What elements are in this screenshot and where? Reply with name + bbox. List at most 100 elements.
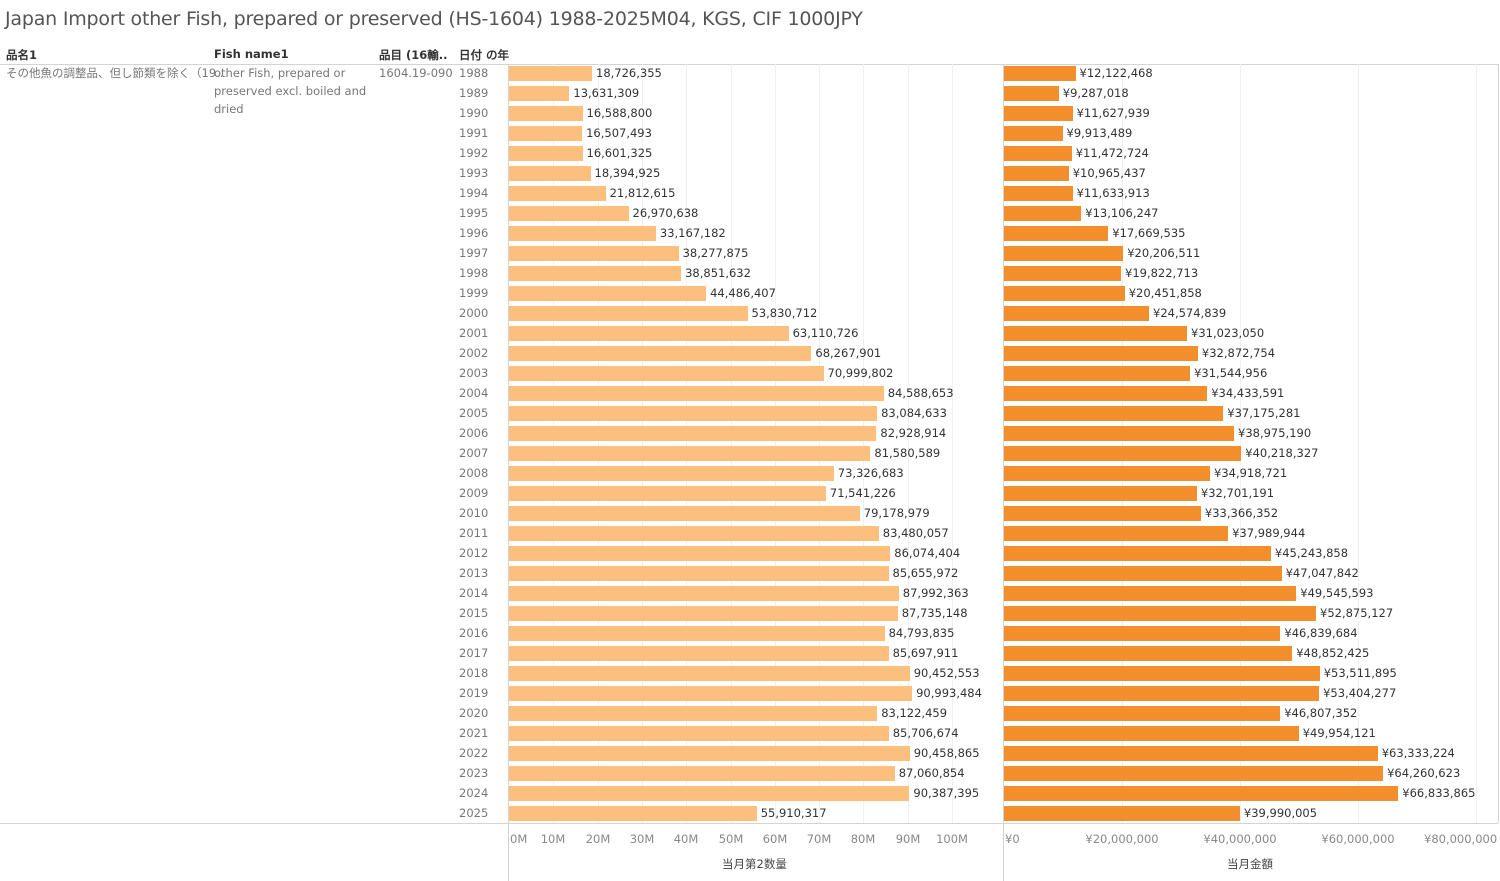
year-label: 2009 <box>459 486 489 500</box>
bar-value <box>1004 626 1281 641</box>
year-label: 2008 <box>459 466 489 480</box>
data-label-value: ¥52,875,127 <box>1320 606 1394 620</box>
year-label: 2002 <box>459 346 489 360</box>
bar-value <box>1004 806 1240 821</box>
data-label-quantity: 13,631,309 <box>573 86 640 100</box>
data-label-quantity: 16,507,493 <box>586 126 652 140</box>
bar-value <box>1004 566 1282 581</box>
year-label: 2021 <box>459 726 489 740</box>
data-label-quantity: 16,601,325 <box>586 146 653 160</box>
year-label: 1998 <box>459 266 489 280</box>
header-hs-code[interactable]: 品目 (16輸.. <box>379 48 448 62</box>
data-label-quantity: 79,178,979 <box>863 506 930 520</box>
bar-quantity <box>509 746 910 761</box>
bar-quantity <box>509 466 834 481</box>
bar-value <box>1004 506 1201 521</box>
data-label-quantity: 71,541,226 <box>829 486 896 500</box>
data-label-value: ¥66,833,865 <box>1402 786 1476 800</box>
data-label-value: ¥20,206,511 <box>1127 246 1201 260</box>
data-label-value: ¥11,633,913 <box>1076 186 1150 200</box>
bar-quantity <box>509 366 824 381</box>
bar-quantity <box>509 706 878 721</box>
bar-quantity <box>509 626 885 641</box>
bar-value <box>1004 206 1082 221</box>
bar-quantity <box>509 606 898 621</box>
x-tick-label: 0M <box>510 832 528 846</box>
gridline <box>553 64 554 823</box>
year-label: 1989 <box>459 86 489 100</box>
x-tick-label: 60M <box>762 832 788 846</box>
data-label-value: ¥12,122,468 <box>1079 66 1153 80</box>
bar-value <box>1004 546 1271 561</box>
year-label: 1990 <box>459 106 489 120</box>
year-label: 1992 <box>459 146 489 160</box>
bar-quantity <box>509 446 871 461</box>
data-label-quantity: 85,697,911 <box>892 646 959 660</box>
data-label-value: ¥63,333,224 <box>1381 746 1455 760</box>
data-label-value: ¥37,175,281 <box>1227 406 1301 420</box>
data-label-quantity: 16,588,800 <box>586 106 653 120</box>
bar-quantity <box>509 306 748 321</box>
gridline <box>1476 64 1477 823</box>
bar-quantity <box>509 246 679 261</box>
bar-quantity <box>509 646 889 661</box>
gridline <box>598 64 599 823</box>
bar-value <box>1004 86 1059 101</box>
year-label: 2005 <box>459 406 489 420</box>
x-tick-label: ¥20,000,000 <box>1085 832 1159 846</box>
data-label-quantity: 70,999,802 <box>827 366 894 380</box>
year-label: 2024 <box>459 786 489 800</box>
year-label: 1999 <box>459 286 489 300</box>
data-label-quantity: 38,277,875 <box>682 246 749 260</box>
bar-quantity <box>509 106 583 121</box>
axis-divider <box>0 823 1498 824</box>
data-label-quantity: 55,910,317 <box>760 806 827 820</box>
bar-value <box>1004 146 1072 161</box>
bar-value <box>1004 686 1320 701</box>
bar-value <box>1004 126 1063 141</box>
data-label-quantity: 68,267,901 <box>815 346 882 360</box>
gridline <box>1122 64 1123 823</box>
pane-divider-right <box>1498 64 1499 823</box>
header-fish-name[interactable]: Fish name1 <box>214 47 289 61</box>
bar-quantity <box>509 426 877 441</box>
year-label: 2003 <box>459 366 489 380</box>
gridline <box>1358 64 1359 823</box>
data-label-quantity: 83,122,459 <box>881 706 948 720</box>
bar-quantity <box>509 186 606 201</box>
data-label-value: ¥46,839,684 <box>1284 626 1358 640</box>
pane-divider-left <box>508 64 509 881</box>
data-label-value: ¥48,852,425 <box>1296 646 1370 660</box>
data-label-value: ¥46,807,352 <box>1284 706 1358 720</box>
gridline <box>775 64 776 823</box>
year-label: 2023 <box>459 766 489 780</box>
bar-value <box>1004 746 1378 761</box>
header-name-jp[interactable]: 品名1 <box>6 48 38 62</box>
data-label-value: ¥11,472,724 <box>1075 146 1149 160</box>
bar-value <box>1004 346 1198 361</box>
data-label-quantity: 33,167,182 <box>659 226 726 240</box>
year-label: 2018 <box>459 666 489 680</box>
year-label: 2016 <box>459 626 489 640</box>
year-label: 1995 <box>459 206 489 220</box>
x-tick-label: 20M <box>585 832 611 846</box>
bar-quantity <box>509 486 826 501</box>
year-label: 2012 <box>459 546 489 560</box>
bar-value <box>1004 446 1242 461</box>
data-label-value: ¥39,990,005 <box>1243 806 1318 820</box>
x-tick-label: 80M <box>850 832 876 846</box>
bar-quantity <box>509 406 878 421</box>
bar-value <box>1004 486 1197 501</box>
x-tick-label: 10M <box>540 832 566 846</box>
bar-quantity <box>509 506 860 521</box>
chart-title: Japan Import other Fish, prepared or pre… <box>5 8 863 30</box>
x-tick-label: ¥60,000,000 <box>1321 832 1395 846</box>
x-tick-label: ¥0 <box>1005 832 1020 846</box>
data-label-quantity: 18,726,355 <box>596 66 662 80</box>
bar-value <box>1004 366 1191 381</box>
gridline <box>642 64 643 823</box>
x-tick-label: ¥80,000,000 <box>1424 832 1498 846</box>
data-label-value: ¥32,872,754 <box>1201 346 1276 360</box>
header-year[interactable]: 日付 の年 <box>459 48 510 62</box>
year-label: 2025 <box>459 806 489 820</box>
